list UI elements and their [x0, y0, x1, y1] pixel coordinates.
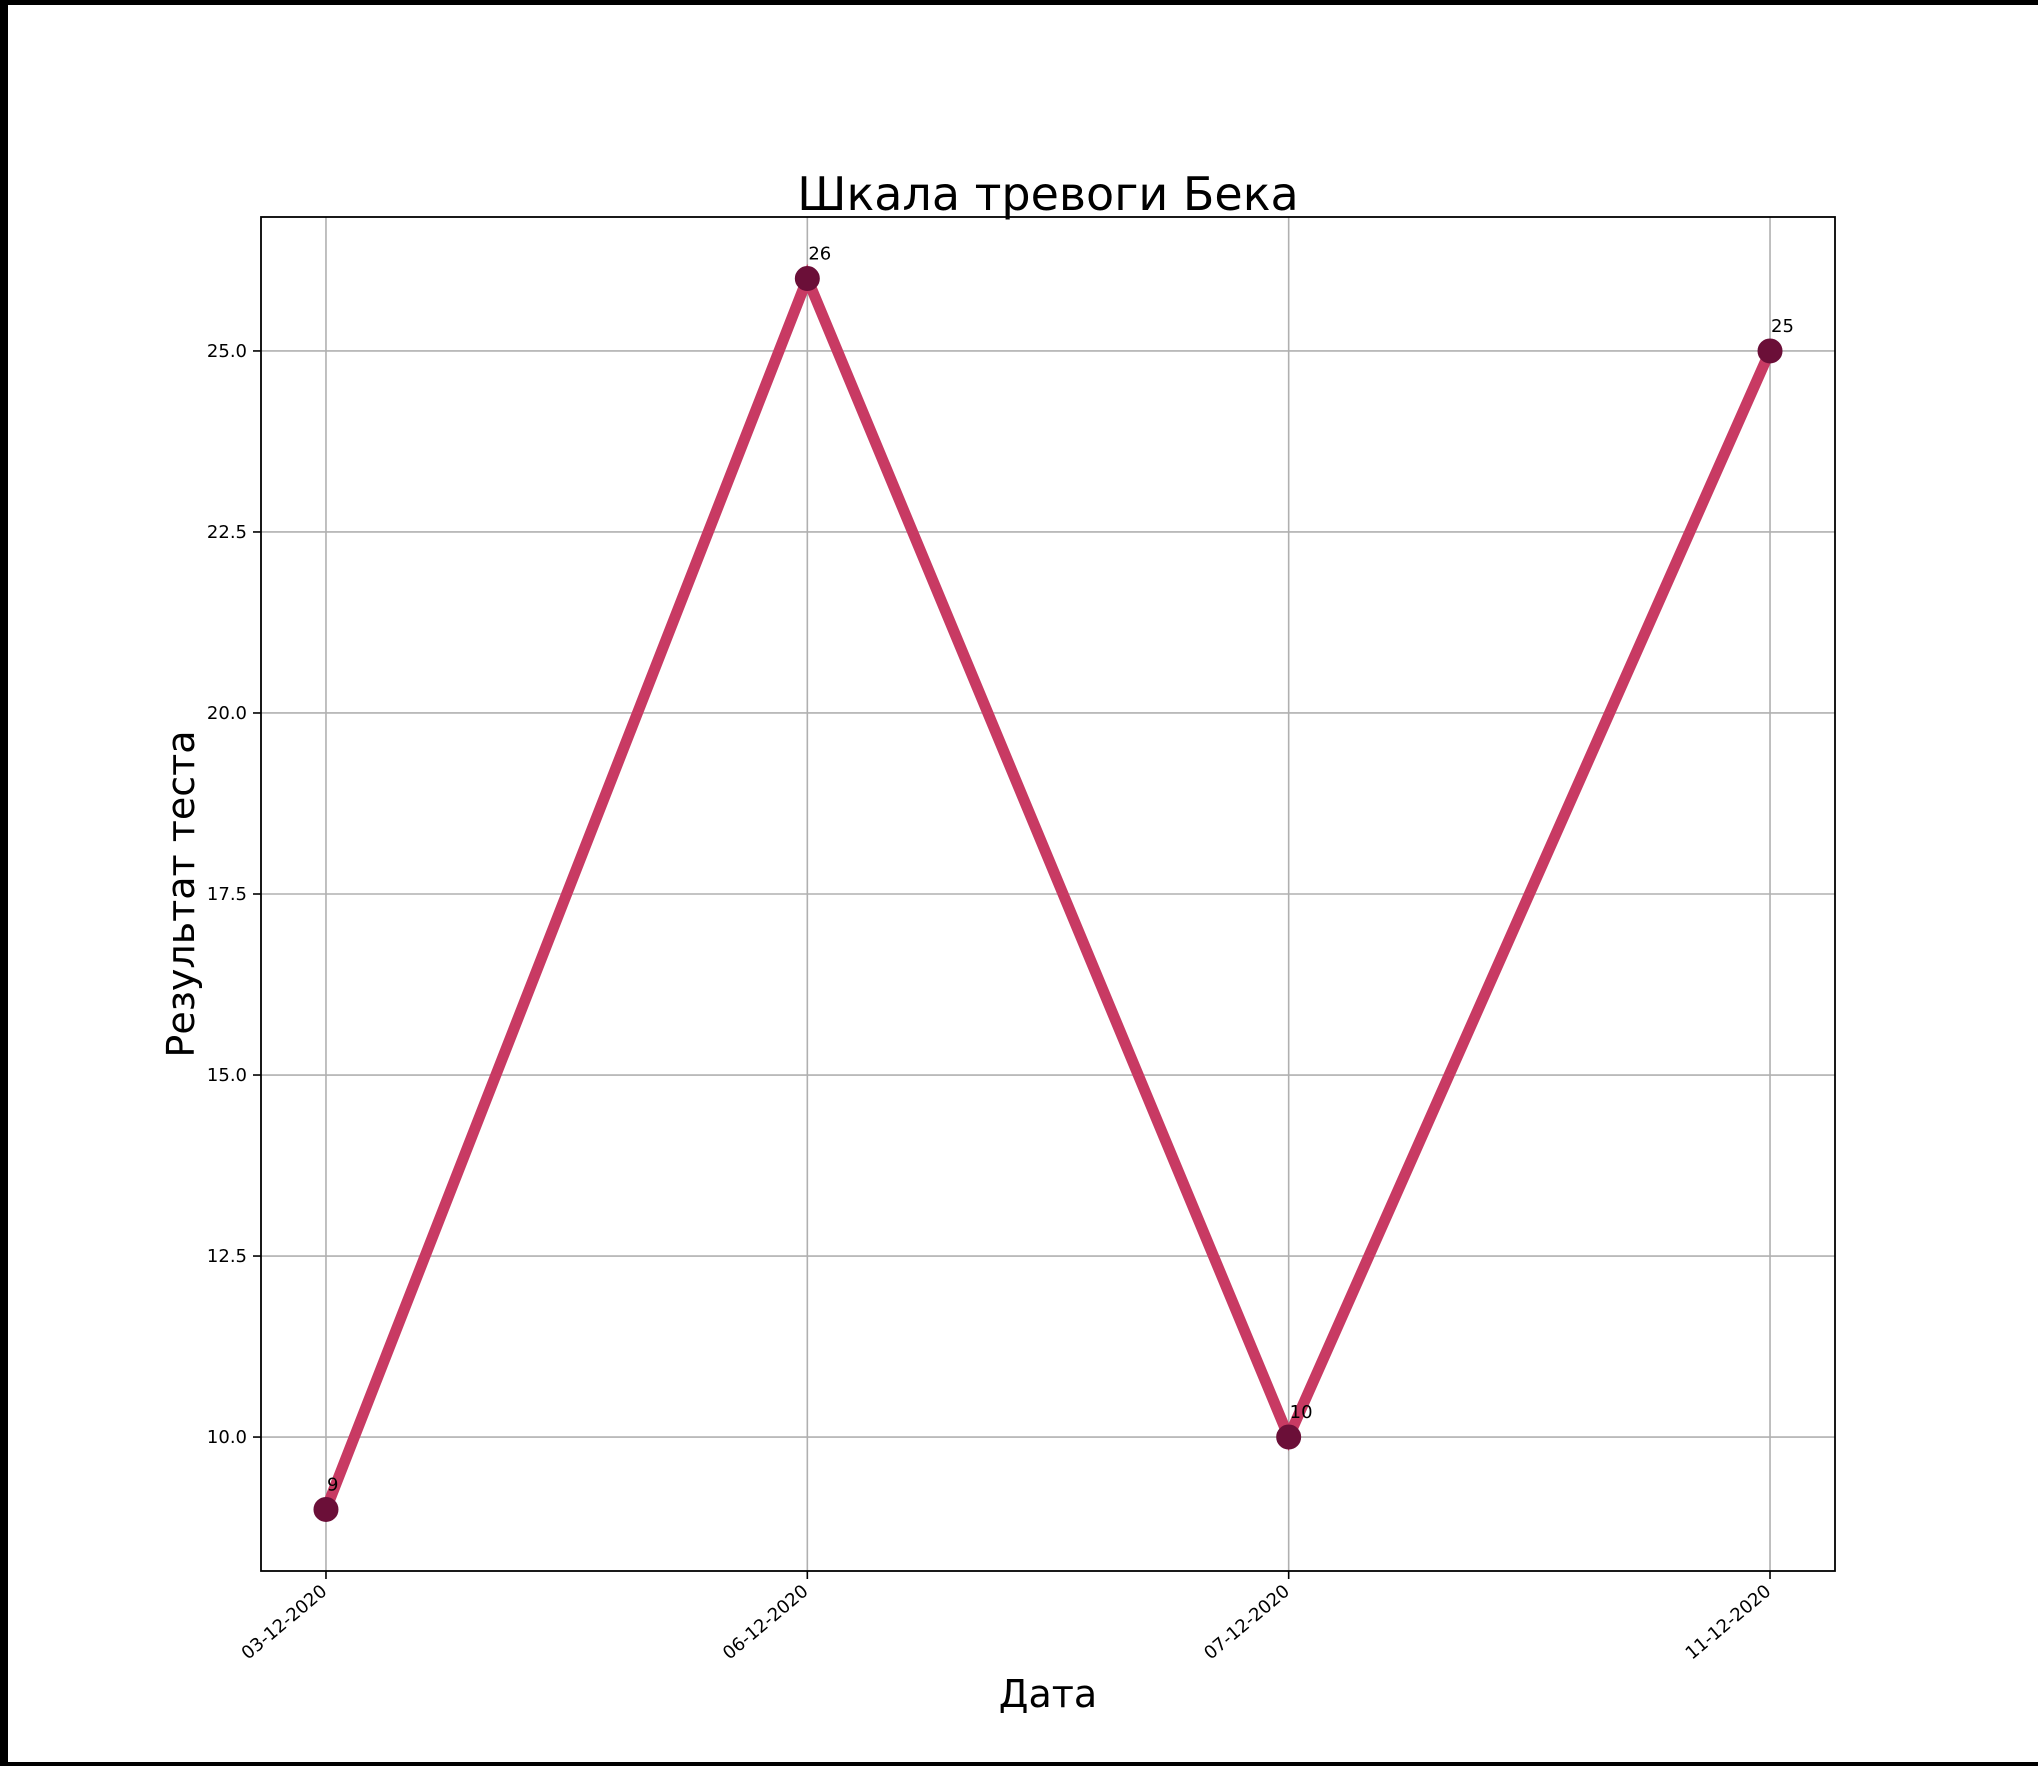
- y-tick-label: 22.5: [207, 522, 247, 543]
- y-tick-label: 17.5: [207, 884, 247, 905]
- line-chart: Шкала тревоги Бека 10.0 12.5 15.0 17.5 20.0 2…: [159, 167, 1836, 1716]
- series-line: [320, 263, 1776, 1512]
- x-axis-label: Дата: [999, 1672, 1097, 1716]
- data-label: 9: [327, 1474, 338, 1495]
- x-tick-label: 06-12-2020: [719, 1581, 813, 1664]
- data-label: 25: [1771, 316, 1794, 337]
- chart-figure: Шкала тревоги Бека 10.0 12.5 15.0 17.5 20.0 2…: [8, 5, 2038, 1762]
- y-tick-label: 25.0: [207, 341, 247, 362]
- x-tick-label: 07-12-2020: [1200, 1581, 1294, 1664]
- y-tick-label: 15.0: [207, 1065, 247, 1086]
- data-markers: [313, 266, 1783, 1522]
- data-labels: 9 26 10 25: [327, 244, 1794, 1496]
- y-axis-label: Результат теста: [159, 730, 203, 1057]
- data-point-marker: [1276, 1424, 1302, 1450]
- x-axis: 03-12-2020 06-12-2020 07-12-2020 11-12-2020: [238, 1571, 1776, 1664]
- y-axis: 10.0 12.5 15.0 17.5 20.0 22.5 25.0: [207, 341, 261, 1448]
- y-tick-label: 12.5: [207, 1246, 247, 1267]
- x-tick-label: 03-12-2020: [238, 1581, 332, 1664]
- y-tick-label: 20.0: [207, 703, 247, 724]
- x-tick-label: 11-12-2020: [1682, 1581, 1776, 1664]
- chart-title: Шкала тревоги Бека: [797, 167, 1298, 221]
- data-label: 10: [1290, 1402, 1313, 1423]
- data-point-marker: [313, 1496, 339, 1522]
- data-point-marker: [1757, 338, 1783, 364]
- y-tick-label: 10.0: [207, 1427, 247, 1448]
- grid-lines: [261, 217, 1835, 1571]
- data-point-marker: [794, 266, 820, 292]
- data-label: 26: [808, 244, 831, 265]
